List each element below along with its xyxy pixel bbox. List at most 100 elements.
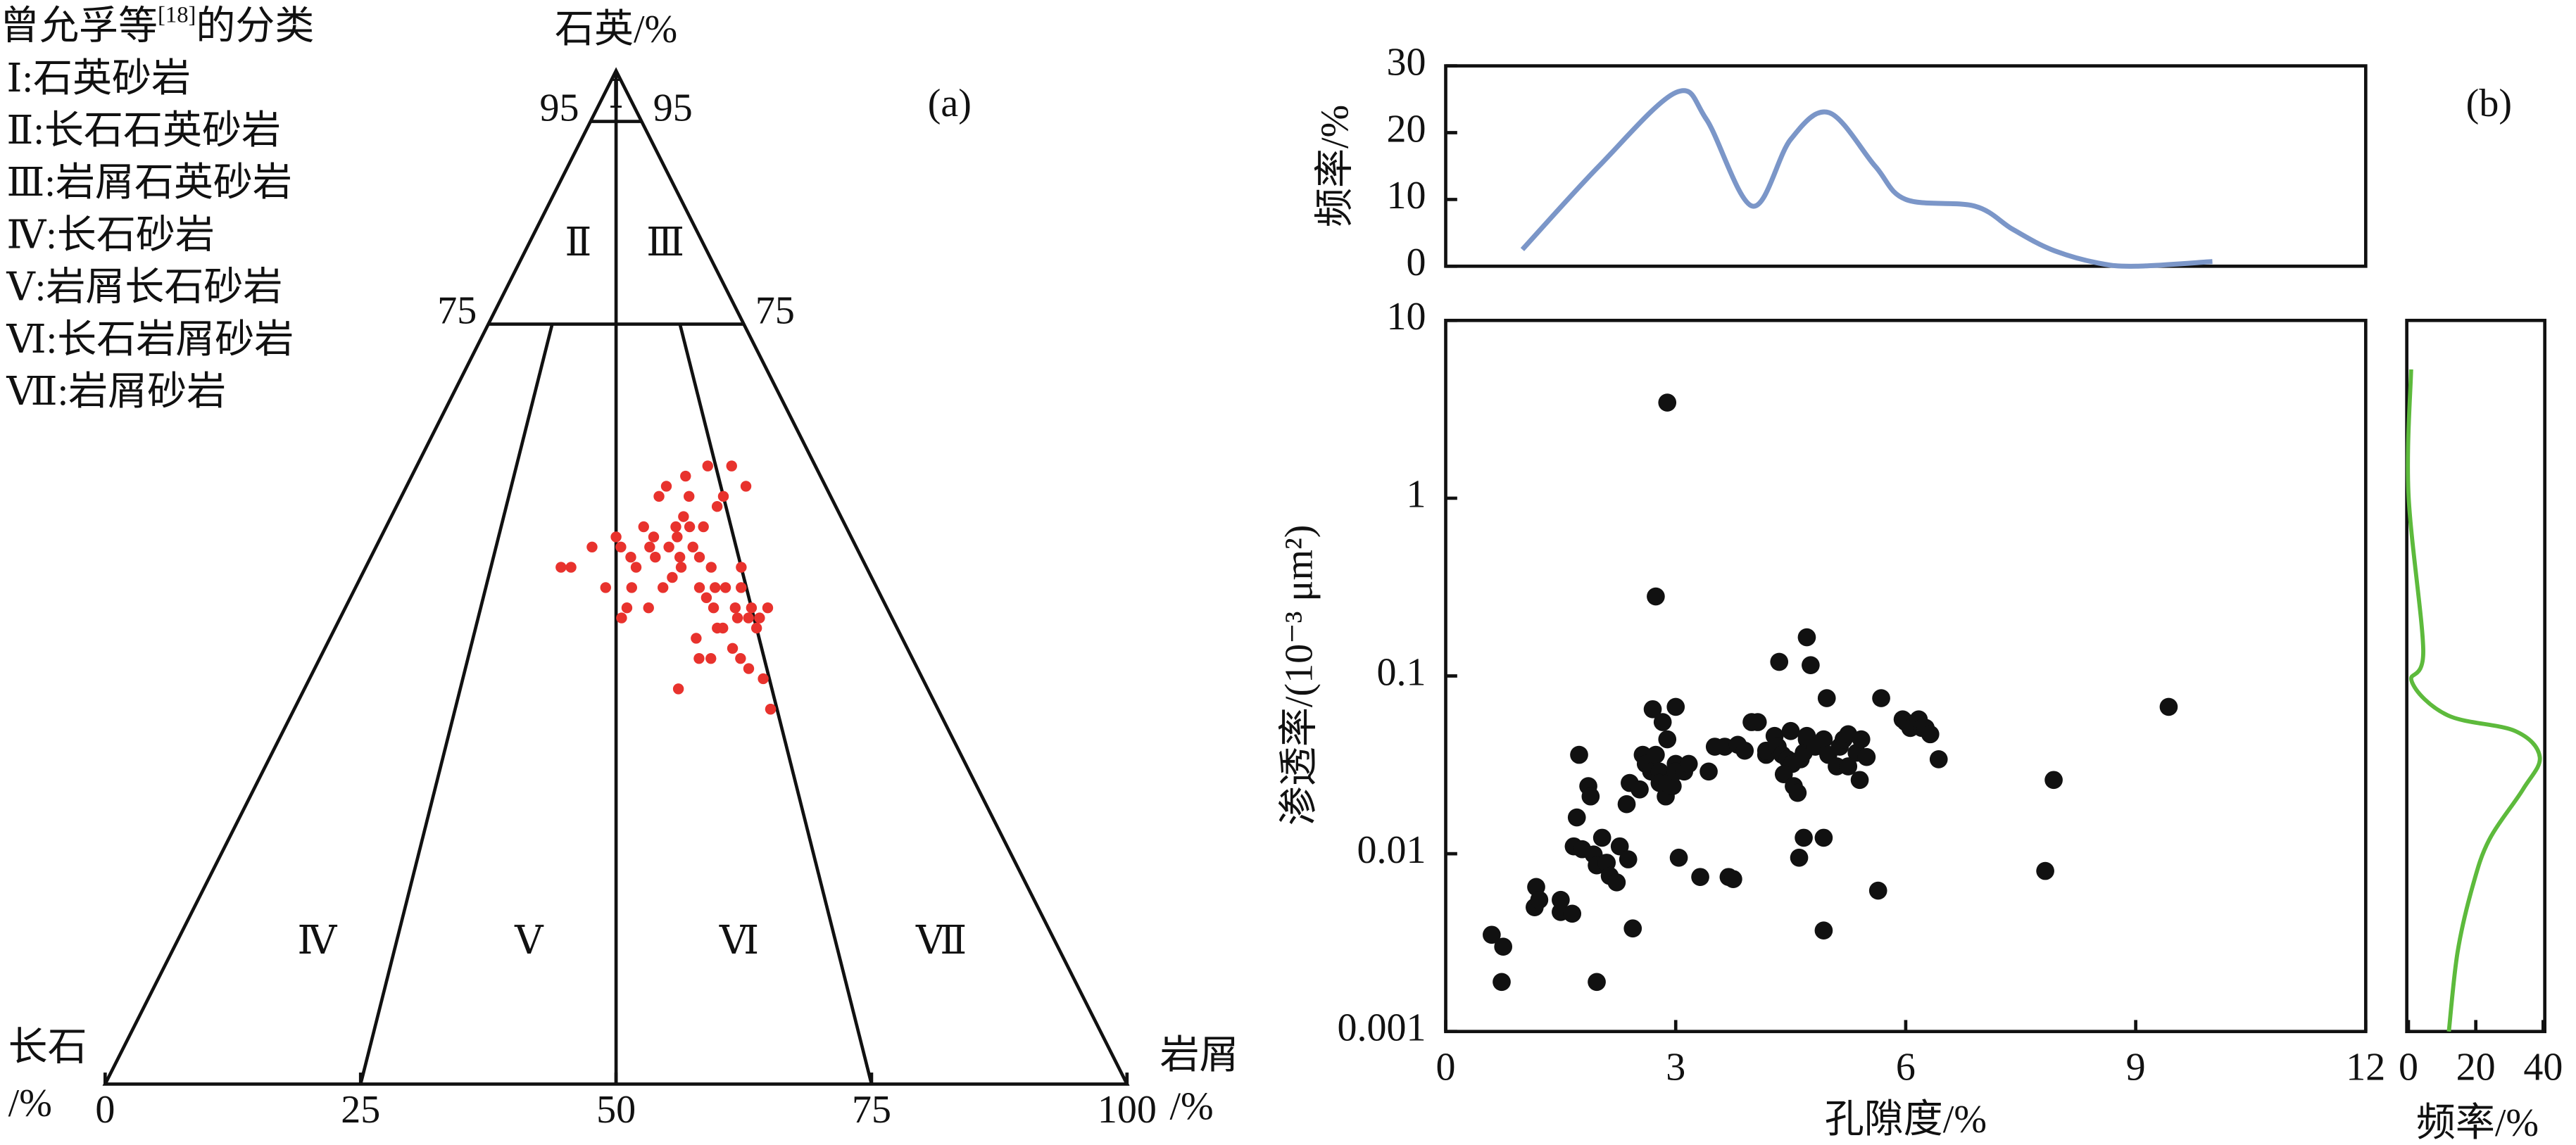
legend-entry: Ⅶ:岩屑砂岩 [6, 370, 226, 414]
sample-point [600, 582, 611, 593]
quartz-tick-label: 75 [437, 289, 477, 332]
data-point [1788, 783, 1807, 802]
sample-point [708, 602, 720, 614]
data-point [1567, 808, 1586, 827]
sample-point [586, 541, 598, 553]
data-point [1872, 689, 1890, 707]
legend-entry: Ⅳ:长石砂岩 [6, 213, 215, 257]
data-point [1839, 757, 1858, 776]
sample-point [653, 491, 665, 502]
data-point [2044, 771, 2063, 790]
sample-point [648, 531, 660, 543]
frequency-curve [2406, 369, 2542, 1032]
region-label: Ⅲ [646, 221, 684, 265]
sample-point [658, 582, 669, 593]
quartz-tick-label: 95 [539, 86, 579, 129]
sample-point [700, 592, 712, 603]
y-tick-label: 20 [1387, 107, 1426, 151]
x-tick-label: 12 [2346, 1046, 2385, 1089]
top-hist-frame [1444, 64, 2368, 268]
data-point [1607, 873, 1626, 892]
data-point [1493, 973, 1511, 992]
sample-point [758, 673, 769, 685]
data-point [1588, 973, 1606, 992]
y-tick-label: 1 [1407, 473, 1426, 517]
data-point [1802, 656, 1820, 675]
data-point [1666, 697, 1685, 716]
region-label: Ⅴ [514, 919, 544, 963]
sample-point [672, 683, 684, 695]
scatter-frame [1444, 318, 2368, 1034]
x-axis-label: 频率/% [2416, 1101, 2539, 1145]
sample-point [727, 643, 739, 654]
data-point [1795, 828, 1813, 847]
data-point [1658, 730, 1677, 749]
sample-point [663, 541, 674, 553]
sample-point [615, 541, 627, 553]
sample-point [731, 612, 743, 624]
x-tick-label: 20 [2456, 1046, 2496, 1089]
sample-point [736, 582, 747, 593]
data-point [2159, 697, 2178, 716]
sample-point [626, 582, 637, 593]
data-point [1850, 771, 1869, 790]
region-label: Ⅳ [297, 919, 337, 963]
y-tick-label: 0.1 [1377, 650, 1426, 694]
data-point [1691, 868, 1709, 886]
sample-point [625, 552, 636, 563]
ratio-tick-label: 0 [95, 1088, 115, 1132]
x-tick-label: 0 [2399, 1046, 2418, 1089]
sample-point [754, 612, 765, 624]
data-point [1770, 652, 1789, 671]
sample-point [667, 571, 678, 583]
x-tick-label: 6 [1896, 1046, 1916, 1089]
sample-point [726, 460, 737, 472]
sample-point [684, 491, 695, 502]
title-ref: [18] [158, 2, 196, 27]
sample-point [644, 541, 655, 553]
data-point [1592, 828, 1611, 847]
data-point [1619, 850, 1638, 868]
legend-entry: Ⅴ:岩屑长石砂岩 [6, 266, 282, 310]
frequency-curve [1520, 88, 2213, 269]
data-point [1530, 890, 1549, 909]
quartz-tick-label: 75 [755, 289, 795, 332]
sample-point [675, 562, 687, 573]
right-hist-frame [2405, 318, 2546, 1034]
y-tick-label: 10 [1387, 295, 1426, 339]
sample-point [746, 602, 758, 614]
data-point [1817, 689, 1836, 707]
sample-point [717, 491, 729, 502]
sample-point [729, 602, 741, 614]
data-point [1570, 745, 1588, 764]
sample-point [750, 622, 762, 634]
right-unit: /% [1169, 1085, 1213, 1129]
sample-point [678, 511, 689, 522]
ratio-tick-label: 100 [1098, 1088, 1157, 1132]
data-point [2036, 861, 2054, 880]
data-point [1781, 721, 1800, 740]
panel-label: (b) [2466, 82, 2512, 125]
sample-point [720, 582, 731, 593]
data-point [1647, 587, 1665, 606]
data-point [1929, 750, 1948, 768]
x-axis-label: 孔隙度/% [1825, 1098, 1987, 1141]
data-point [1483, 925, 1501, 944]
sample-point [650, 552, 661, 563]
sample-point [630, 562, 642, 573]
x-tick-label: 40 [2523, 1046, 2563, 1089]
sample-point [762, 602, 774, 614]
sample-point [616, 612, 627, 624]
ratio-tick-label: 50 [596, 1088, 636, 1132]
title-main: 曾允孚等 [0, 4, 158, 48]
region-label: Ⅵ [719, 919, 759, 963]
legend-entry: Ⅰ:石英砂岩 [6, 57, 191, 101]
x-tick-label: 0 [1436, 1046, 1456, 1089]
sample-point [705, 562, 717, 573]
sample-point [687, 541, 698, 553]
sample-point [705, 652, 717, 664]
data-point [1724, 870, 1742, 888]
data-point [1494, 937, 1513, 956]
